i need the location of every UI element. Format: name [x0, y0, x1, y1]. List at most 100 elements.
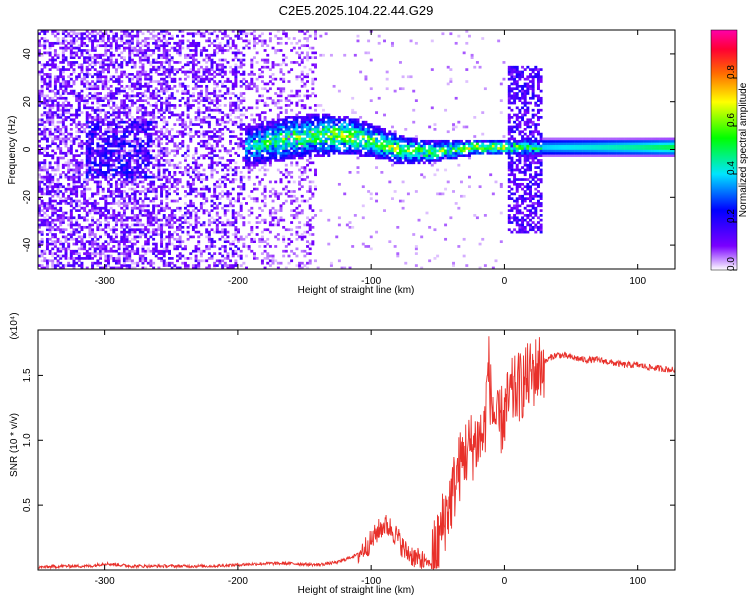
heatmap-cell-1078 — [88, 125, 92, 129]
heatmap-cell-2889 — [168, 53, 171, 57]
heatmap-cell-51 — [40, 266, 44, 269]
heatmap-cell-276 — [51, 261, 55, 265]
heatmap-cell-673 — [69, 202, 73, 205]
heatmap-cell-4263 — [258, 151, 262, 155]
heatmap-cell-1844 — [122, 214, 126, 217]
heatmap-cell-1999 — [128, 108, 132, 112]
heatmap-cell-235 — [48, 180, 52, 184]
heatmap-cell-333 — [53, 264, 57, 267]
heatmap-cell-1855 — [122, 178, 126, 181]
heatmap-cell-2810 — [165, 135, 169, 138]
heatmap-cell-1176 — [93, 202, 97, 205]
heatmap-cell-1894 — [122, 32, 126, 36]
heatmap-cell-935 — [83, 242, 87, 246]
heatmap-cell-3739 — [221, 37, 225, 40]
heatmap-cell-3766 — [223, 147, 227, 150]
heatmap-cell-3064 — [181, 185, 185, 189]
heatmap-cell-768 — [72, 32, 76, 36]
heatmap-cell-876 — [77, 32, 81, 36]
heatmap-cell-499 — [61, 242, 65, 246]
heatmap-cell-3218 — [191, 225, 195, 229]
heatmap-cell-281 — [51, 242, 55, 246]
heatmap-cell-1498 — [107, 135, 110, 138]
heatmap-cell-2700 — [160, 118, 164, 122]
heatmap-cell-1788 — [120, 168, 124, 172]
heatmap-cell-2094 — [133, 206, 137, 210]
heatmap-cell-541 — [61, 65, 65, 69]
heatmap-cell-2453 — [149, 264, 153, 267]
heatmap-cell-1996 — [128, 118, 132, 122]
heatmap-cell-4463 — [271, 139, 275, 143]
heatmap-cell-487 — [59, 75, 63, 79]
heatmap-cell-4358 — [263, 130, 267, 134]
heatmap-cell-3800 — [226, 190, 230, 193]
heatmap-cell-3335 — [197, 118, 201, 122]
heatmap-cell-4669 — [284, 41, 288, 45]
heatmap-cell-4059 — [242, 73, 246, 76]
heatmap-cell-1935 — [125, 127, 129, 131]
heatmap-cell-4913 — [303, 137, 307, 141]
heatmap-cell-418 — [56, 127, 60, 131]
heatmap-cell-4963 — [306, 94, 310, 98]
heatmap-cell-2976 — [176, 247, 179, 251]
heatmap-cell-869 — [77, 65, 81, 69]
heatmap-cell-2120 — [133, 137, 137, 141]
heatmap-cell-1001 — [85, 161, 89, 165]
heatmap-cell-4048 — [242, 142, 246, 146]
heatmap-cell-677 — [69, 190, 73, 193]
heatmap-cell-3880 — [231, 135, 235, 138]
heatmap-cell-1635 — [112, 61, 116, 64]
heatmap-cell-298 — [51, 185, 55, 189]
heatmap-cell-2451 — [146, 37, 150, 40]
heatmap-cell-3923 — [234, 161, 238, 165]
heatmap-cell-1654 — [114, 214, 118, 217]
heatmap-cell-2373 — [144, 108, 148, 112]
heatmap-cell-537 — [61, 77, 65, 81]
heatmap-cell-1885 — [122, 87, 126, 91]
heatmap-cell-3368 — [199, 180, 203, 184]
heatmap-cell-3609 — [213, 53, 217, 57]
heatmap-cell-3342 — [197, 96, 201, 100]
heatmap-cell-3612 — [213, 44, 217, 48]
heatmap-cell-1019 — [85, 111, 89, 114]
heatmap-cell-4041 — [242, 182, 246, 186]
heatmap-cell-2565 — [154, 245, 158, 248]
heatmap-cell-4853 — [300, 237, 304, 241]
heatmap-cell-3165 — [186, 84, 190, 88]
heatmap-cell-4233 — [255, 132, 259, 136]
heatmap-cell-1954 — [125, 34, 129, 38]
heatmap-cell-890 — [80, 206, 84, 210]
heatmap-cell-1468 — [107, 249, 110, 253]
heatmap-cell-44 — [38, 53, 41, 57]
heatmap-cell-936 — [83, 235, 87, 239]
heatmap-cell-1421 — [104, 175, 108, 179]
heatmap-cell-1201 — [93, 92, 97, 95]
heatmap-cell-2000 — [128, 106, 132, 110]
heatmap-cell-3180 — [189, 216, 193, 220]
heatmap-cell-2529 — [152, 175, 156, 179]
heatmap-cell-3393 — [199, 32, 203, 36]
heatmap-cell-4683 — [287, 154, 291, 157]
heatmap-cell-3419 — [202, 116, 206, 119]
heatmap-cell-2251 — [138, 96, 142, 100]
heatmap-cell-4762 — [292, 120, 296, 124]
heatmap-cell-3697 — [218, 46, 222, 50]
heatmap-cell-1116 — [91, 204, 95, 208]
heatmap-cell-3566 — [210, 58, 214, 62]
heatmap-cell-1395 — [101, 34, 105, 38]
heatmap-cell-1888 — [122, 58, 126, 62]
heatmap-cell-339 — [53, 235, 57, 239]
heatmap-cell-1554 — [109, 139, 113, 143]
heatmap-cell-4282 — [258, 73, 262, 76]
heatmap-cell-1327 — [99, 92, 102, 95]
heatmap-cells — [38, 30, 675, 269]
heatmap-cell-4914 — [303, 132, 307, 136]
heatmap-cell-1378 — [101, 99, 105, 102]
heatmap-cell-556 — [64, 254, 68, 258]
heatmap-cell-2345 — [144, 204, 148, 208]
heatmap-cell-3949 — [234, 44, 238, 48]
heatmap-cell-3250 — [191, 53, 195, 57]
heatmap-cell-2587 — [154, 132, 158, 136]
heatmap-cell-1832 — [122, 249, 126, 253]
heatmap-cell-3535 — [210, 209, 214, 212]
